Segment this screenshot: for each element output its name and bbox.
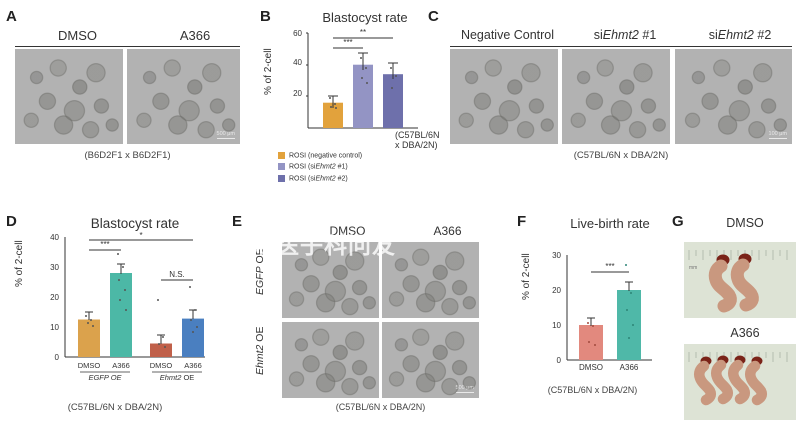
svg-text:N.S.: N.S. (169, 270, 185, 279)
svg-text:0: 0 (55, 353, 60, 362)
svg-text:***: *** (605, 262, 614, 271)
svg-text:*: * (139, 232, 142, 240)
svg-text:60: 60 (293, 29, 302, 38)
svg-text:40: 40 (50, 233, 59, 242)
svg-text:20: 20 (552, 286, 561, 295)
svg-text:A366: A366 (112, 361, 130, 370)
svg-text:10: 10 (552, 321, 561, 330)
svg-text:**: ** (360, 28, 366, 37)
svg-text:DMSO: DMSO (579, 363, 603, 372)
svg-text:20: 20 (50, 293, 59, 302)
svg-text:10: 10 (50, 323, 59, 332)
svg-text:EGFP OE: EGFP OE (88, 373, 122, 382)
svg-text:A366: A366 (620, 363, 639, 372)
svg-text:0: 0 (557, 356, 562, 365)
svg-text:30: 30 (50, 263, 59, 272)
svg-text:30: 30 (552, 251, 561, 260)
svg-text:DMSO: DMSO (78, 361, 101, 370)
svg-text:A366: A366 (184, 361, 202, 370)
svg-text:mm: mm (689, 265, 697, 271)
svg-text:Ehmt2 OE: Ehmt2 OE (160, 373, 195, 382)
svg-text:20: 20 (293, 89, 302, 98)
svg-text:40: 40 (293, 58, 302, 67)
svg-text:***: *** (343, 38, 352, 47)
svg-text:***: *** (100, 240, 109, 249)
svg-text:DMSO: DMSO (150, 361, 173, 370)
